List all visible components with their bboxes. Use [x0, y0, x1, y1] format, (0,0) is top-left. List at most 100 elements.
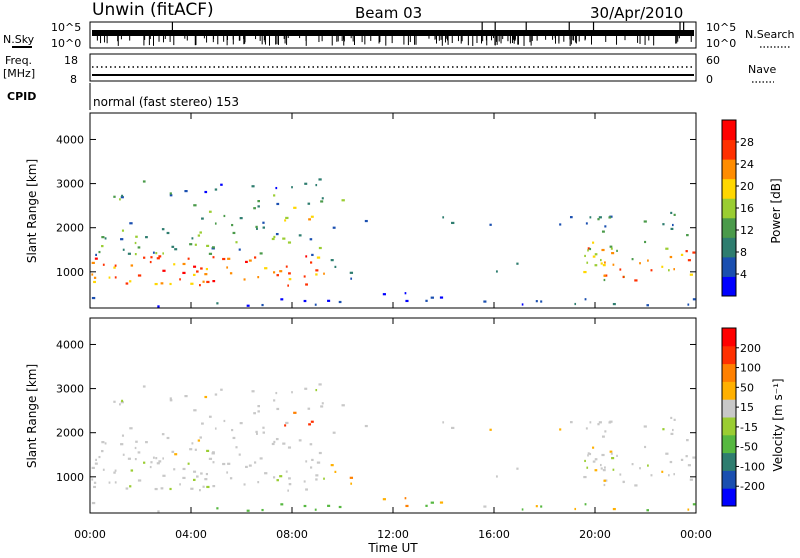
power-cell: [323, 272, 325, 275]
power-cell: [282, 237, 286, 240]
velocity-cell: [276, 407, 280, 411]
freq-tick-high: 18: [64, 54, 78, 67]
velocity-cell: [162, 457, 164, 460]
power-cell: [288, 278, 292, 281]
power-data: [91, 178, 696, 308]
power-cell: [662, 223, 665, 226]
velocity-cell: [189, 448, 193, 451]
velocity-cell: [179, 483, 181, 486]
power-cell: [631, 258, 634, 261]
velocity-cell: [238, 453, 241, 456]
power-cell: [206, 280, 210, 284]
velocity-cell: [254, 461, 257, 464]
velocity-cell: [609, 450, 613, 453]
power-cell: [145, 236, 148, 239]
velocity-cell: [182, 476, 186, 480]
velocity-cell: [288, 477, 291, 480]
colorbar-tick-label: 15: [740, 401, 754, 414]
velocity-cell: [685, 455, 688, 458]
velocity-cell: [601, 435, 605, 438]
power-cell: [314, 303, 317, 306]
power-cell: [451, 221, 455, 225]
velocity-cell: [199, 489, 201, 492]
velocity-yticks: 4000 3000 2000 1000: [56, 338, 696, 484]
power-cell: [201, 217, 204, 220]
power-yticks: 4000 3000 2000 1000: [56, 133, 696, 279]
power-cell: [174, 248, 178, 251]
power-cell: [104, 237, 107, 240]
power-cell: [279, 270, 283, 273]
power-cell: [622, 275, 625, 279]
velocity-cell: [149, 465, 152, 469]
velocity-cell: [273, 399, 276, 402]
power-cell: [162, 252, 164, 255]
velocity-cell: [192, 478, 196, 482]
colorbar-swatch: [722, 488, 736, 507]
power-cell: [634, 279, 638, 282]
velocity-cell: [285, 470, 288, 473]
velocity-cell: [125, 487, 129, 490]
velocity-cell: [231, 428, 234, 432]
velocity-cell: [284, 424, 287, 427]
freq-panel: [89, 53, 697, 82]
velocity-cell: [425, 504, 428, 507]
freq-label-1: Freq.: [5, 54, 32, 67]
power-cell: [315, 269, 319, 272]
power-cell: [91, 261, 95, 265]
velocity-cell: [608, 421, 612, 424]
power-cell: [216, 302, 219, 305]
velocity-cell: [669, 460, 673, 464]
power-cell: [196, 270, 199, 273]
velocity-cell: [253, 412, 256, 415]
power-cell: [251, 185, 255, 188]
power-cell: [156, 257, 160, 260]
velocity-cell: [191, 442, 194, 445]
colorbar-swatch: [722, 139, 736, 160]
beam-title: Beam 03: [355, 4, 422, 22]
power-cell: [94, 257, 98, 260]
power-cell: [143, 256, 146, 259]
velocity-cell: [687, 464, 691, 467]
velocity-cell: [644, 445, 647, 449]
velocity-cell: [150, 461, 153, 464]
colorbar-tick-label: 8: [740, 246, 747, 259]
velocity-cell: [182, 467, 186, 471]
power-cell: [275, 232, 279, 236]
power-cell: [243, 278, 246, 281]
velocity-cell: [273, 476, 276, 479]
velocity-plot-frame: [89, 317, 697, 514]
velocity-cell: [193, 470, 197, 473]
velocity-cell: [129, 427, 133, 430]
power-cell: [120, 238, 124, 241]
power-cell: [602, 264, 606, 267]
velocity-cell: [647, 464, 649, 467]
velocity-cell: [197, 439, 201, 442]
y-tick-label: 2000: [56, 222, 84, 235]
velocity-cell: [600, 467, 603, 470]
freq-label-2: [MHz]: [3, 67, 35, 80]
power-cell: [559, 223, 562, 226]
power-cell: [285, 216, 289, 220]
velocity-cell: [574, 507, 577, 511]
power-cell: [114, 264, 117, 267]
power-cell: [245, 260, 248, 264]
velocity-cell: [216, 507, 219, 510]
velocity-cell: [309, 443, 313, 446]
power-cell: [125, 282, 129, 285]
power-cell: [257, 276, 260, 279]
velocity-cell: [271, 442, 275, 446]
velocity-cell: [495, 475, 498, 478]
colorbar-tick-label: 200: [740, 342, 761, 355]
velocity-cell: [104, 442, 107, 445]
velocity-cell: [662, 428, 665, 431]
velocity-cell: [114, 481, 117, 484]
velocity-cell: [113, 400, 116, 403]
velocity-cell: [315, 474, 319, 477]
power-cell: [194, 243, 197, 246]
velocity-cell: [631, 463, 634, 466]
y-tick-label: 3000: [56, 178, 84, 191]
power-cell: [222, 257, 226, 261]
velocity-cell: [256, 432, 258, 435]
power-cell: [309, 238, 313, 241]
power-cell: [204, 273, 208, 276]
